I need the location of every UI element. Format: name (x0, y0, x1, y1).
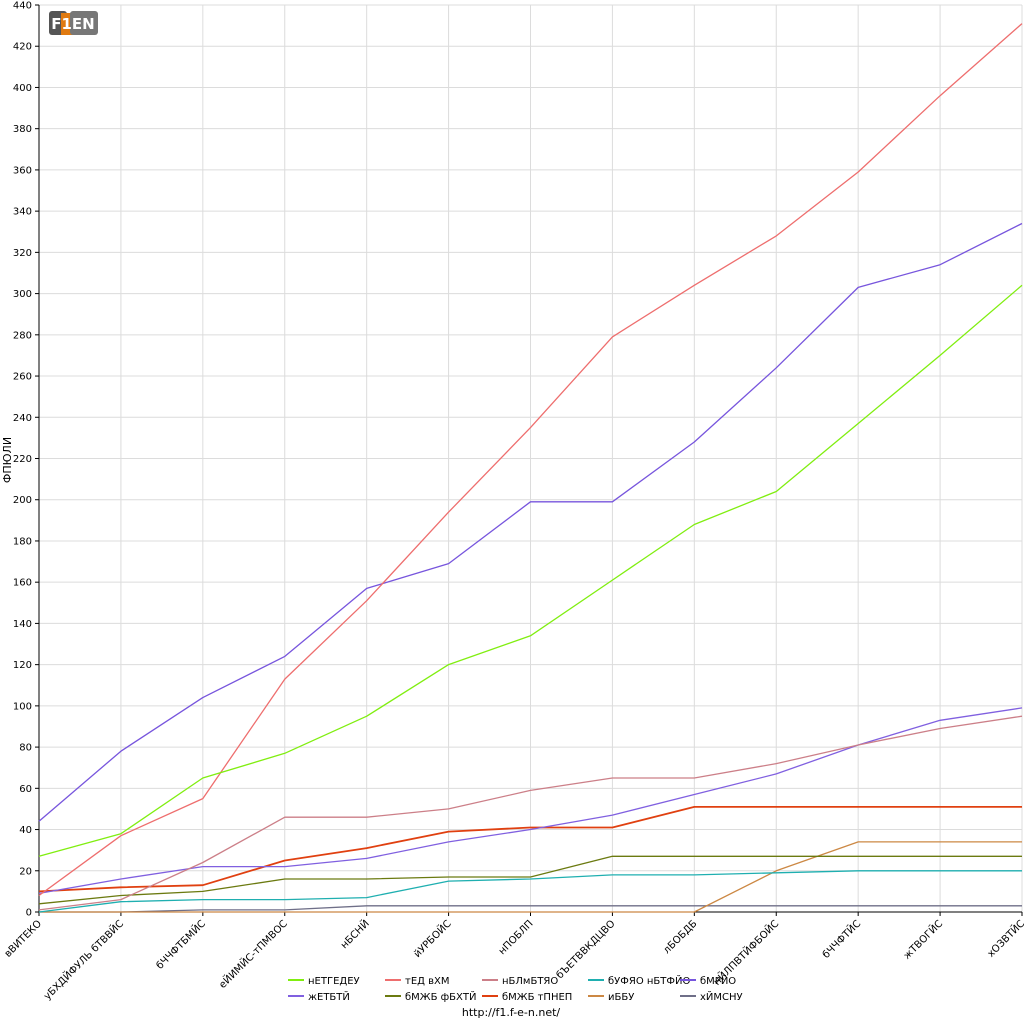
grid (38, 4, 1023, 913)
logo-text: F1EN (51, 15, 94, 33)
y-tick-label: 280 (13, 330, 32, 341)
y-tick-label: 60 (19, 784, 32, 795)
y-tick-label: 440 (13, 1, 32, 12)
series-line (38, 23, 1023, 897)
logo: F1EN (49, 11, 98, 35)
legend-entry: нБЛмБТЯО (482, 976, 558, 987)
series-line (38, 715, 1023, 911)
y-tick-label: 220 (13, 454, 32, 465)
legend-label: нЕТГЕДЕУ (308, 976, 360, 987)
y-axis-title: ФПЮЛИ (1, 437, 14, 483)
legend-label: бМЖБ фБХТЙ (405, 990, 476, 1003)
y-tick-label: 400 (13, 83, 32, 94)
legend-entry: бУФЯО нБТФЙО (588, 974, 690, 987)
series-line (38, 855, 1022, 905)
series-line (38, 222, 1023, 822)
y-tick-label: 180 (13, 536, 32, 547)
footer-url[interactable]: http://f1.f-e-n.net/ (462, 1006, 561, 1019)
y-tick-label: 200 (13, 495, 32, 506)
logo-box-right (70, 11, 98, 35)
legend-label: бМЖБ тПНЕП (502, 992, 572, 1003)
series-line (38, 284, 1023, 857)
legend-entry: жЕТБТЙ (288, 990, 350, 1003)
y-tick-label: 100 (13, 701, 32, 712)
y-tick-label: 140 (13, 619, 32, 630)
y-tick-label: 320 (13, 248, 32, 259)
series-line (38, 870, 1022, 913)
legend-entry: тЕД вХМ (385, 976, 450, 987)
y-tick-label: 380 (13, 124, 32, 135)
y-tick-label: 40 (19, 825, 32, 836)
y-tick-label: 20 (19, 866, 32, 877)
y-tick-label: 260 (13, 372, 32, 383)
legend-label: тЕД вХМ (405, 976, 450, 987)
y-tick-label: 80 (19, 743, 32, 754)
legend-entry: нЕТГЕДЕУ (288, 976, 360, 987)
legend-entry: иББУ (588, 992, 634, 1003)
legend-label: хЙМСНУ (700, 990, 743, 1003)
legend-label: нБЛмБТЯО (502, 976, 558, 987)
series-line (38, 806, 1022, 893)
y-tick-label: 340 (13, 207, 32, 218)
legend-label: бУФЯО нБТФЙО (608, 974, 690, 987)
legend: нЕТГЕДЕУ тЕД вХМ нБЛмБТЯО бУФЯО нБТФЙО бМРЙО… (288, 974, 743, 1003)
series-line (39, 905, 1022, 913)
legend-label: жЕТБТЙ (308, 990, 350, 1003)
y-tick-label: 0 (26, 908, 32, 919)
y-tick-label: 360 (13, 165, 32, 176)
legend-label: бМРЙО (700, 974, 736, 987)
y-tick-label: 240 (13, 413, 32, 424)
legend-entry: хЙМСНУ (680, 990, 743, 1003)
legend-entry: бМРЙО (680, 974, 736, 987)
series-line (39, 841, 1022, 913)
y-tick-label: 120 (13, 660, 32, 671)
legend-label: иББУ (608, 992, 634, 1003)
y-tick-label: 300 (13, 289, 32, 300)
legend-entry: бМЖБ тПНЕП (482, 992, 572, 1003)
y-tick-label: 160 (13, 578, 32, 589)
y-tick-label: 420 (13, 42, 32, 53)
legend-entry: бМЖБ фБХТЙ (385, 990, 476, 1003)
series-lines (38, 23, 1023, 913)
